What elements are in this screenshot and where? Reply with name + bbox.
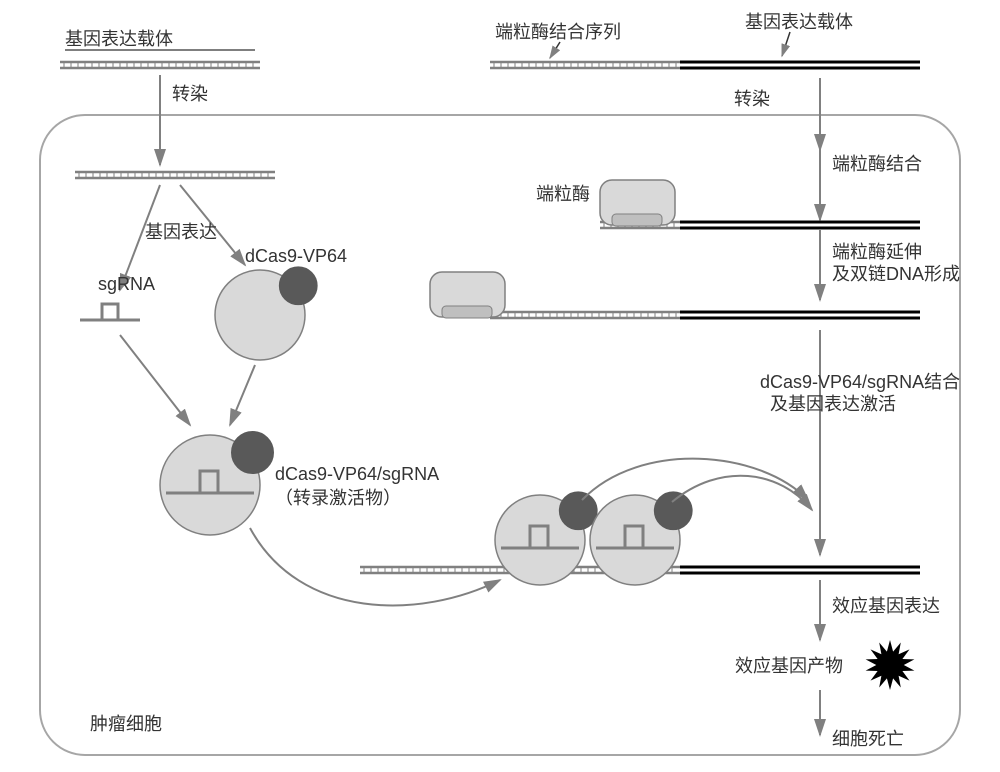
svg-text:基因表达载体: 基因表达载体 [65,29,173,49]
svg-text:细胞死亡: 细胞死亡 [832,729,904,749]
svg-text:效应基因产物: 效应基因产物 [735,656,843,676]
svg-text:端粒酶结合: 端粒酶结合 [832,154,922,174]
svg-text:dCas9-VP64/sgRNA: dCas9-VP64/sgRNA [275,464,439,484]
svg-text:及基因表达激活: 及基因表达激活 [770,394,896,414]
svg-text:dCas9-VP64/sgRNA结合: dCas9-VP64/sgRNA结合 [760,372,960,392]
svg-text:dCas9-VP64: dCas9-VP64 [245,246,347,266]
svg-text:肿瘤细胞: 肿瘤细胞 [90,714,162,734]
svg-text:（转录激活物）: （转录激活物） [275,488,401,508]
svg-text:端粒酶延伸: 端粒酶延伸 [832,242,922,262]
svg-text:转染: 转染 [734,89,770,109]
svg-text:转染: 转染 [172,84,208,104]
svg-text:及双链DNA形成: 及双链DNA形成 [832,264,960,284]
svg-text:基因表达: 基因表达 [145,222,217,242]
svg-text:sgRNA: sgRNA [98,274,155,294]
svg-text:效应基因表达: 效应基因表达 [832,596,940,616]
svg-text:端粒酶: 端粒酶 [536,184,590,204]
svg-text:基因表达载体: 基因表达载体 [745,12,853,32]
svg-text:端粒酶结合序列: 端粒酶结合序列 [495,22,621,42]
